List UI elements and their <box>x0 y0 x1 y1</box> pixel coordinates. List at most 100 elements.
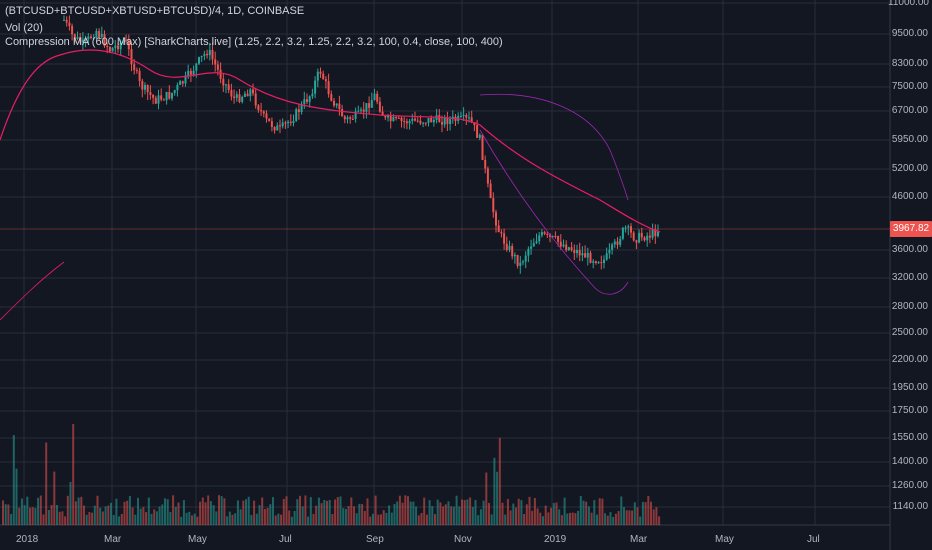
volume-bar <box>207 495 210 525</box>
time-tick-label: Jul <box>279 534 292 545</box>
volume-bar <box>425 514 428 525</box>
candle-body <box>246 93 249 97</box>
price-tick-label: 1400.00 <box>891 456 928 467</box>
last-price-tag: 3967.82 <box>890 221 932 237</box>
candle-body <box>287 121 290 124</box>
symbol-legend[interactable]: (BTCUSD+BTCUSD+XBTUSD+BTCUSD)/4, 1D, COI… <box>5 5 305 17</box>
price-tick-label: 8300.00 <box>891 58 928 69</box>
volume-bar <box>523 514 526 525</box>
volume-bar <box>585 501 588 525</box>
candle-body <box>333 100 335 106</box>
volume-bar <box>331 514 334 525</box>
volume-bar <box>309 496 312 525</box>
candle-body <box>157 95 160 104</box>
volume-bar <box>263 508 266 525</box>
volume-bar <box>612 516 615 525</box>
volume-bar <box>401 502 404 525</box>
volume-bar <box>110 502 112 525</box>
candle-body <box>551 236 554 238</box>
volume-bar <box>307 516 310 525</box>
candle-body <box>648 235 651 238</box>
candle-body <box>281 122 284 127</box>
volume-bar <box>185 512 188 525</box>
volume-bar <box>115 498 118 525</box>
candle-body <box>149 92 152 95</box>
volume-bar <box>255 513 258 525</box>
indicator-legend[interactable]: Compression MA (600 Max) [SharkCharts.li… <box>5 36 503 48</box>
volume-bar <box>542 516 544 525</box>
volume-bar <box>409 501 412 525</box>
volume-bar <box>509 510 512 525</box>
candle-body <box>243 93 246 97</box>
volume-bar <box>69 481 72 525</box>
candle-body <box>638 232 641 243</box>
candle-body <box>235 94 238 98</box>
volume-bar <box>45 442 48 525</box>
candle-body <box>257 105 260 111</box>
candle-body <box>397 117 400 119</box>
candle-body <box>468 117 470 119</box>
candle-body <box>408 121 411 124</box>
volume-bar <box>18 507 21 525</box>
candle-body <box>573 250 576 254</box>
price-tick-label: 5950.00 <box>891 134 928 145</box>
candle-body <box>268 118 271 122</box>
volume-bar <box>423 497 426 525</box>
candle-body <box>438 115 441 123</box>
candle-body <box>505 243 508 250</box>
volume-bar <box>191 515 193 525</box>
candle-body <box>586 252 589 258</box>
candle-body <box>300 103 303 113</box>
volume-bar <box>625 510 628 525</box>
volume-bar <box>312 513 315 525</box>
volume-bar <box>234 513 237 525</box>
compression-ma-line <box>0 49 661 233</box>
candle-body <box>427 117 430 123</box>
volume-bar <box>609 512 612 525</box>
time-tick-label: Mar <box>630 534 648 545</box>
volume-bar <box>547 512 550 525</box>
volume-bar <box>188 511 191 525</box>
volume-bar <box>85 514 88 525</box>
candle-body <box>330 94 333 101</box>
volume-bar <box>199 501 202 525</box>
upper-band-line <box>479 93 629 201</box>
candle-body <box>519 262 522 266</box>
candle-body <box>189 70 192 75</box>
volume-bar <box>126 500 129 525</box>
candle-body <box>543 232 546 234</box>
candle-body <box>216 64 219 70</box>
candle-body <box>508 246 511 250</box>
volume-bar <box>258 505 261 525</box>
candle-body <box>308 96 311 102</box>
price-tick-label: 4600.00 <box>891 191 928 202</box>
volume-bar <box>539 512 542 525</box>
candle-body <box>627 226 630 228</box>
candle-body <box>527 248 530 256</box>
volume-bar <box>385 512 388 525</box>
volume-bar <box>155 511 158 525</box>
volume-bar <box>506 499 509 525</box>
candle-body <box>63 19 65 21</box>
candle-body <box>265 113 268 119</box>
candle-body <box>138 70 141 81</box>
volume-bar <box>120 513 123 525</box>
candle-body <box>184 75 187 84</box>
candle-body <box>605 253 608 260</box>
candle-body <box>211 49 214 60</box>
volume-bar <box>628 510 631 525</box>
candle-body <box>92 37 95 39</box>
volume-bar <box>596 514 598 525</box>
chart-grid <box>0 0 891 550</box>
volume-bar <box>180 516 183 525</box>
volume-bar <box>169 511 172 525</box>
volume-legend[interactable]: Vol (20) <box>5 22 43 34</box>
volume-bar <box>285 496 288 525</box>
volume-bar <box>196 516 199 525</box>
candle-body <box>343 116 346 120</box>
candle-body <box>327 81 330 95</box>
volume-bar <box>566 513 569 525</box>
candle-body <box>179 81 182 85</box>
